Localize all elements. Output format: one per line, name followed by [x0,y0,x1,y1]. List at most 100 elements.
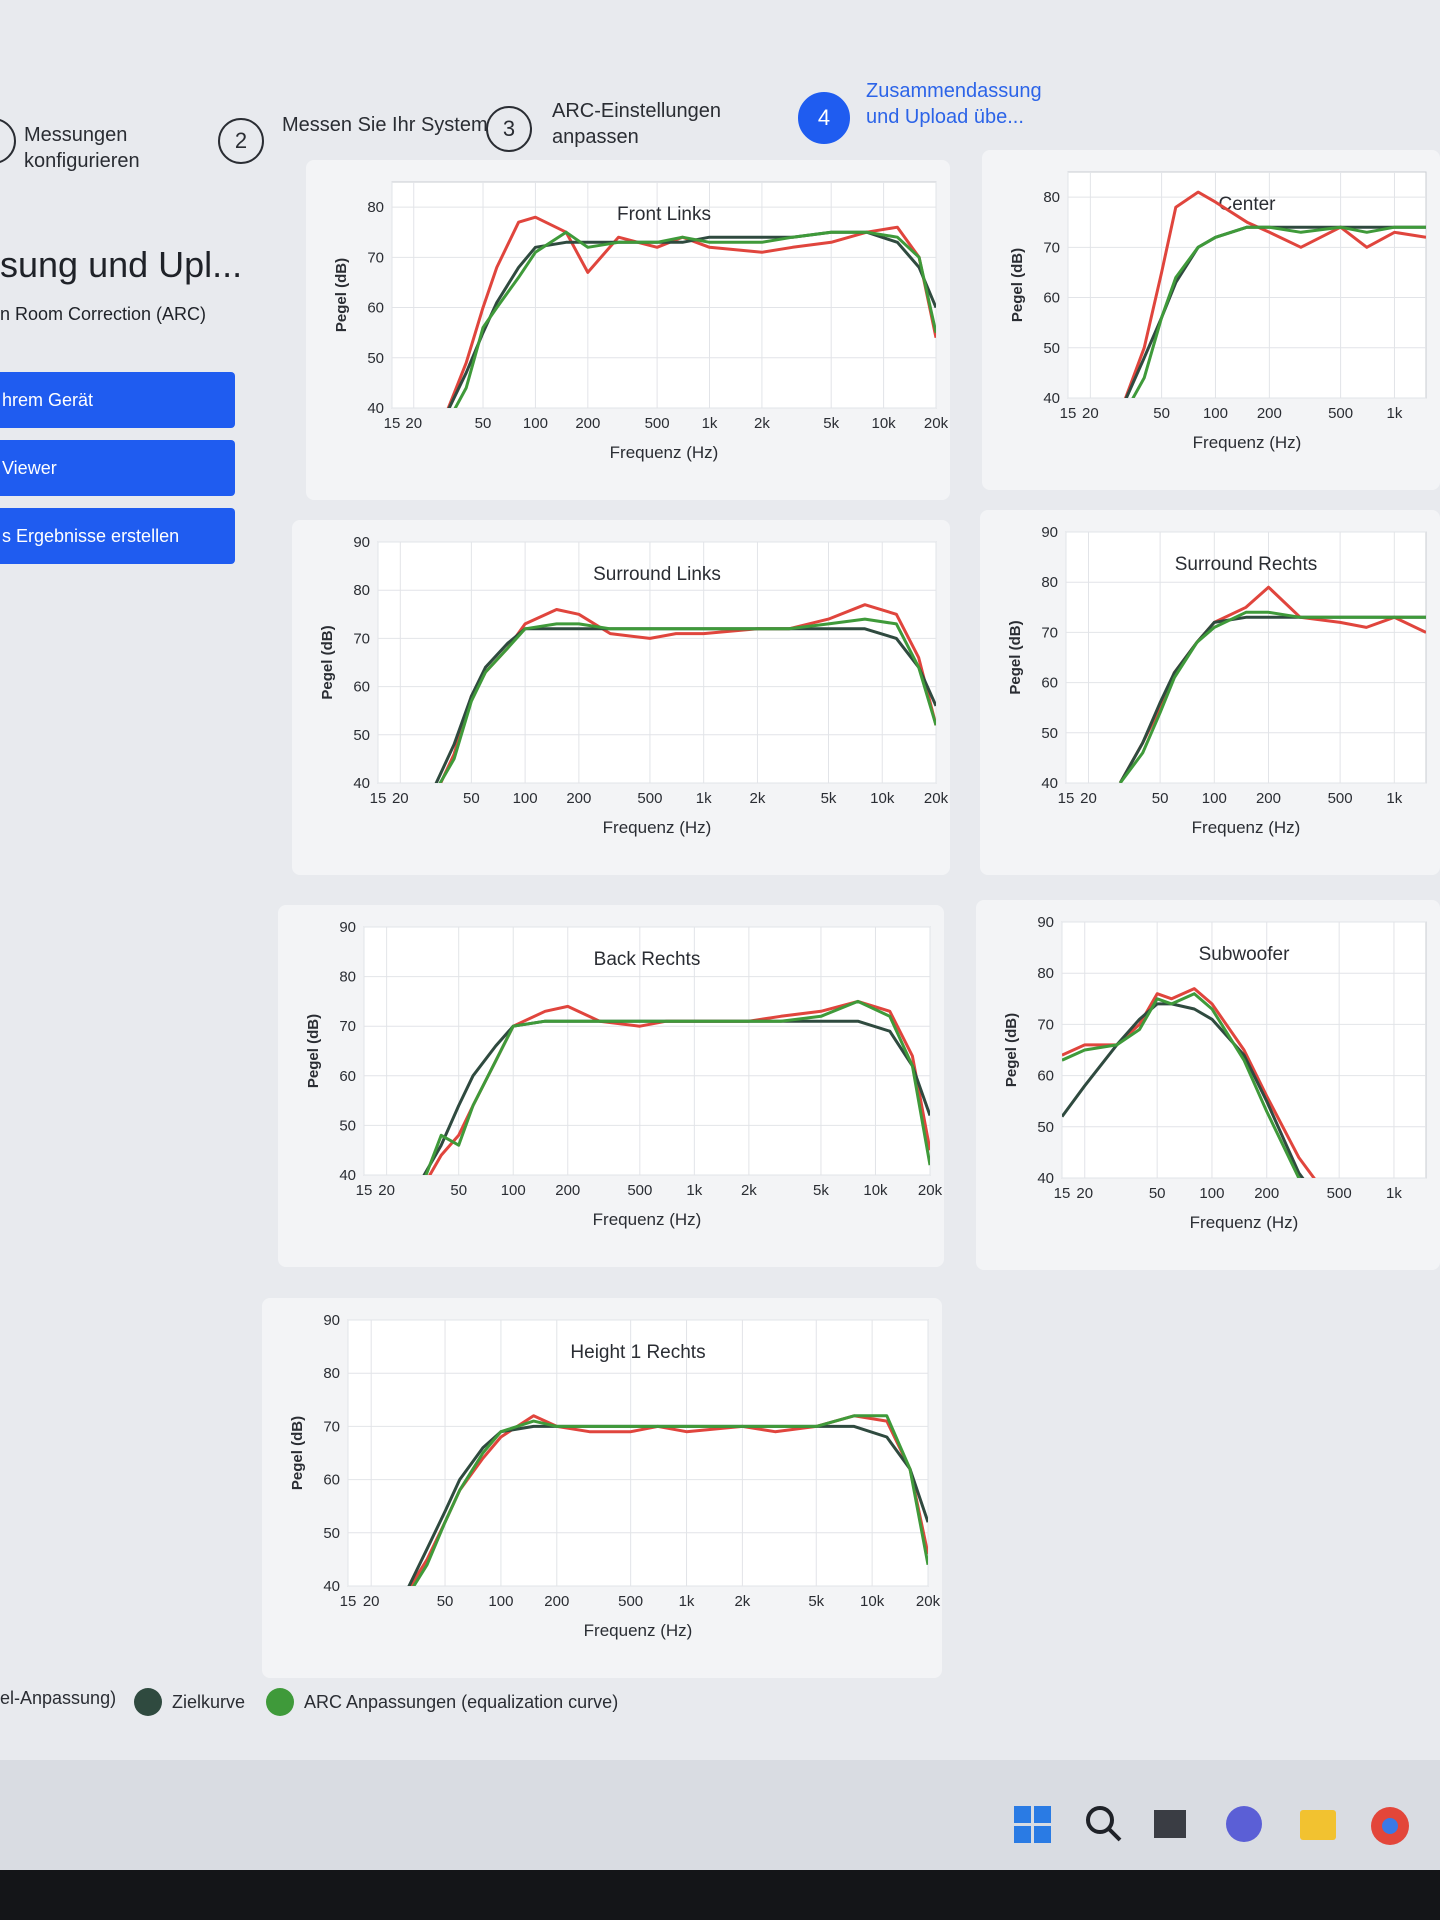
x-tick-label: 20k [918,1182,943,1199]
x-tick-label: 1k [702,415,718,432]
step-label[interactable]: Messungen konfigurieren [24,124,140,172]
x-axis-label: Frequenz (Hz) [610,443,719,462]
x-tick-label: 200 [1256,790,1281,807]
y-tick-label: 80 [353,582,370,599]
y-tick-label: 70 [323,1418,340,1435]
y-tick-label: 80 [367,199,384,216]
x-tick-label: 5k [813,1182,829,1199]
chart-card: 40 50 60 70 80 90 15 20 50 100 200 500 1k 2k 5k 10k 20k B… [278,905,944,1267]
step-label[interactable]: ARC-Einstellungen anpassen [552,100,721,148]
x-tick-label: 20k [916,1593,941,1610]
series-line [438,617,936,783]
y-axis-label: Pegel (dB) [333,258,350,332]
y-tick-label: 50 [353,727,370,744]
x-tick-label: 100 [513,790,538,807]
x-axis-label: Frequenz (Hz) [1190,1213,1299,1232]
y-tick-label: 70 [339,1018,356,1035]
y-axis-label: Pegel (dB) [305,1014,322,1088]
action-button[interactable]: s Ergebnisse erstellen [0,508,235,564]
y-tick-label: 40 [367,400,384,417]
x-tick-label: 50 [450,1182,467,1199]
x-tick-label: 200 [566,790,591,807]
chart-card: 40 50 60 70 80 90 15 20 50 100 200 500 1k Subwoofer Fr… [976,900,1440,1270]
y-tick-label: 40 [353,775,370,792]
legend-marker [134,1688,162,1716]
x-tick-label: 20 [405,415,422,432]
y-tick-label: 60 [367,300,384,317]
y-tick-label: 70 [1037,1016,1054,1033]
step-label[interactable]: Zusammendassung und Upload übe... [866,80,1042,128]
action-button[interactable]: hrem Gerät [0,372,235,428]
y-tick-label: 60 [1041,675,1058,692]
x-tick-label: 20k [924,415,949,432]
step-circle[interactable]: 3 [486,106,532,152]
legend-label: ARC Anpassungen (equalization curve) [304,1691,619,1712]
app-icon[interactable] [1226,1806,1262,1842]
x-tick-label: 15 [340,1593,357,1610]
x-tick-label: 50 [475,415,492,432]
x-tick-label: 15 [384,415,401,432]
legend-item: Zielkurve [134,1688,245,1716]
app-icon[interactable] [1154,1810,1186,1838]
step-circle[interactable]: 2 [218,118,264,164]
y-axis-label: Pegel (dB) [1009,248,1026,322]
search-icon[interactable] [1086,1806,1122,1842]
x-tick-label: 500 [1328,405,1353,422]
y-tick-label: 80 [339,969,356,986]
x-tick-label: 15 [356,1182,373,1199]
x-tick-label: 1k [679,1593,695,1610]
folder-icon[interactable] [1300,1810,1336,1840]
x-tick-label: 100 [523,415,548,432]
series-line [1118,585,1426,783]
y-tick-label: 50 [1043,340,1060,357]
y-tick-label: 70 [1041,624,1058,641]
chart-card: 40 50 60 70 80 90 15 20 50 100 200 500 1k Surround Re… [980,510,1440,875]
y-tick-label: 90 [339,919,356,936]
y-axis-label: Pegel (dB) [1003,1013,1020,1087]
y-tick-label: 80 [1043,189,1060,206]
x-axis-label: Frequenz (Hz) [593,1210,702,1229]
taskbar [0,1760,1440,1870]
y-tick-label: 40 [1037,1170,1054,1187]
series-line [1062,1002,1305,1178]
plot-area [1067,171,1427,399]
x-tick-label: 2k [750,790,766,807]
step-label[interactable]: Messen Sie Ihr System [282,114,488,136]
action-button[interactable]: Viewer [0,440,235,496]
x-tick-label: 50 [1149,1185,1166,1202]
chart-title: Back Rechts [594,949,701,970]
x-tick-label: 500 [1327,1185,1352,1202]
start-icon[interactable] [1014,1806,1051,1843]
series-line [412,1414,928,1586]
x-tick-label: 5k [823,415,839,432]
chart-card: 40 50 60 70 80 15 20 50 100 200 500 1k Center Frequen… [982,150,1440,490]
x-tick-label: 1k [1387,405,1403,422]
chart-card: 40 50 60 70 80 90 15 20 50 100 200 500 1k 2k 5k 10k 20k H… [262,1298,942,1678]
x-tick-label: 50 [1153,405,1170,422]
x-tick-label: 2k [741,1182,757,1199]
y-tick-label: 60 [1043,290,1060,307]
series-line [424,999,930,1175]
y-tick-label: 70 [367,249,384,266]
x-tick-label: 100 [1202,790,1227,807]
x-axis-label: Frequenz (Hz) [1192,818,1301,837]
chart-card: 40 50 60 70 80 90 15 20 50 100 200 500 1k 2k 5k 10k 20k S… [292,520,950,875]
x-tick-label: 100 [501,1182,526,1199]
x-tick-label: 20 [392,790,409,807]
series-line [1118,610,1426,783]
x-tick-label: 15 [1060,405,1077,422]
x-tick-label: 100 [488,1593,513,1610]
x-tick-label: 2k [734,1593,750,1610]
step-circle[interactable]: 4 [798,92,850,144]
y-tick-label: 50 [1037,1119,1054,1136]
x-tick-label: 200 [544,1593,569,1610]
section-subtitle: n Room Correction (ARC) [0,304,207,324]
x-tick-label: 15 [1058,790,1075,807]
x-tick-label: 500 [637,790,662,807]
y-tick-label: 40 [1043,390,1060,407]
x-tick-label: 10k [870,790,895,807]
y-tick-label: 60 [339,1068,356,1085]
x-tick-label: 10k [872,415,897,432]
x-tick-label: 15 [1054,1185,1071,1202]
series-line [1131,225,1426,398]
